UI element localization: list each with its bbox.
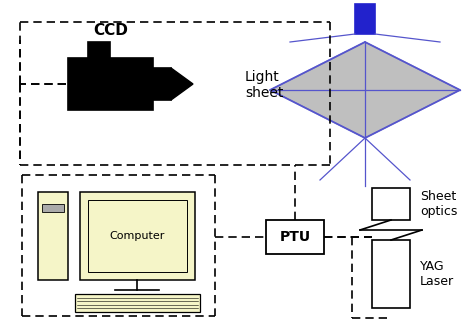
Polygon shape <box>270 42 460 138</box>
Bar <box>80 192 195 280</box>
Text: YAG
Laser: YAG Laser <box>420 260 454 288</box>
Bar <box>38 192 68 280</box>
Polygon shape <box>171 68 193 100</box>
Bar <box>75 294 200 312</box>
Bar <box>42 204 64 212</box>
Bar <box>355 4 375 34</box>
Bar <box>372 240 410 308</box>
Text: Sheet
optics: Sheet optics <box>420 190 457 218</box>
Text: CCD: CCD <box>93 23 128 38</box>
Text: Light
sheet: Light sheet <box>245 70 283 100</box>
Text: Computer: Computer <box>110 231 165 241</box>
Bar <box>88 200 187 272</box>
Bar <box>372 188 410 220</box>
Bar <box>88 42 110 58</box>
Bar <box>153 68 171 100</box>
Bar <box>266 220 324 254</box>
Bar <box>68 58 153 110</box>
Text: PTU: PTU <box>280 230 310 244</box>
